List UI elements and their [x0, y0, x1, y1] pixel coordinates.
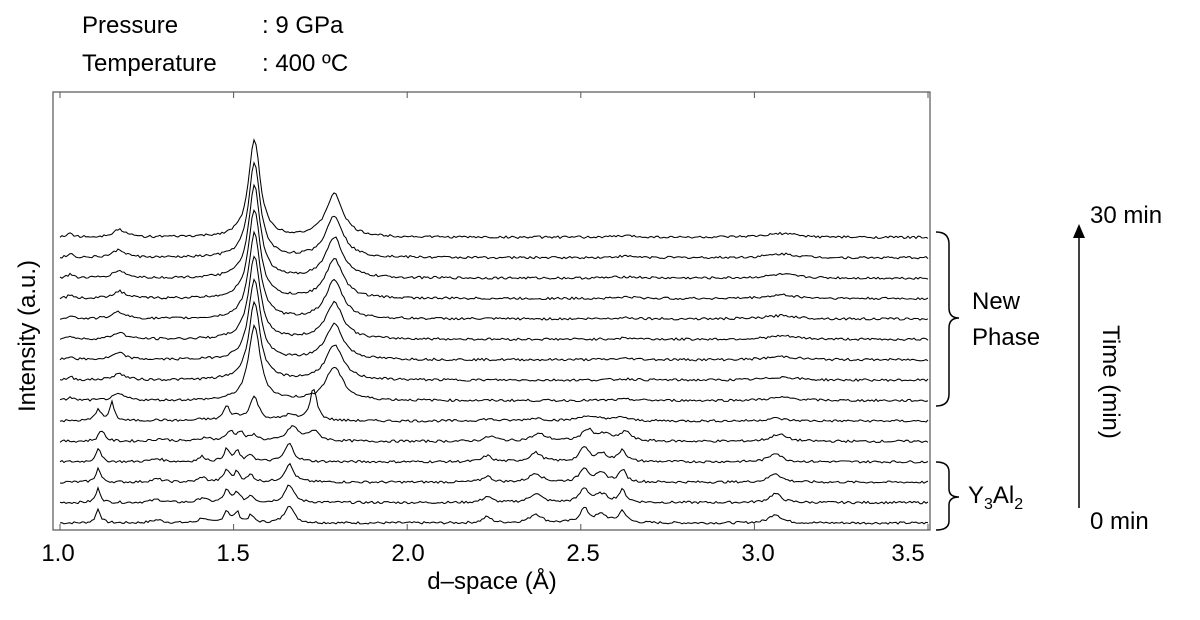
new-phase-brace: [935, 231, 960, 407]
xrd-trace: [59, 138, 929, 240]
pressure-line: Pressure : 9 GPa: [82, 14, 402, 42]
xrd-trace: [59, 183, 929, 280]
xrd-trace: [59, 161, 929, 260]
time-end-label: 30 min: [1090, 202, 1163, 229]
time-arrow-head: [1073, 224, 1085, 238]
temperature-key: Temperature: [82, 50, 217, 77]
xrd-trace: [59, 442, 929, 464]
new-phase-line-2: Phase: [972, 324, 1041, 351]
x-tick-label: 2.5: [566, 540, 600, 567]
spectra-group: [59, 138, 929, 525]
x-tick-label: 2.0: [391, 540, 425, 567]
time-axis-label: Time (min): [1097, 325, 1124, 439]
xrd-trace: [59, 209, 929, 301]
x-tick-label: 1.5: [216, 540, 250, 567]
y3al2-sub2: 2: [1014, 495, 1024, 513]
xrd-trace: [59, 230, 929, 321]
temperature-line: Temperature : 400 ºC: [82, 52, 402, 80]
y3al2-prefix: Y: [968, 482, 985, 509]
xrd-trace: [59, 278, 929, 362]
xrd-trace: [59, 324, 929, 403]
y3al2-brace: [935, 461, 960, 531]
new-phase-line-1: New: [972, 288, 1021, 315]
y3al2-label: Y3Al2: [968, 478, 1023, 523]
xrd-trace: [59, 255, 929, 341]
y3al2-mid: Al: [992, 482, 1015, 509]
axis-ticks: [59, 92, 929, 530]
x-tick-label: 3.5: [891, 540, 925, 567]
xrd-trace: [59, 505, 929, 525]
y-axis-label: Intensity (a.u.): [14, 259, 41, 413]
temperature-value: : 400 ºC: [262, 50, 349, 77]
y3al2-sub1: 3: [984, 495, 993, 513]
time-start-label: 0 min: [1090, 508, 1149, 535]
xrd-trace: [59, 300, 929, 382]
x-axis-label: d–space (Å): [427, 568, 557, 595]
pressure-value: : 9 GPa: [262, 12, 344, 39]
xrd-trace: [59, 484, 929, 505]
x-tick-label: 3.0: [741, 540, 775, 567]
xrd-trace: [59, 462, 929, 484]
pressure-key: Pressure: [82, 12, 179, 39]
plot-frame: [52, 91, 931, 531]
xrd-trace: [59, 424, 929, 444]
xrd-trace: [59, 388, 929, 423]
x-tick-label: 1.0: [41, 540, 75, 567]
new-phase-label: New Phase: [972, 284, 1040, 356]
